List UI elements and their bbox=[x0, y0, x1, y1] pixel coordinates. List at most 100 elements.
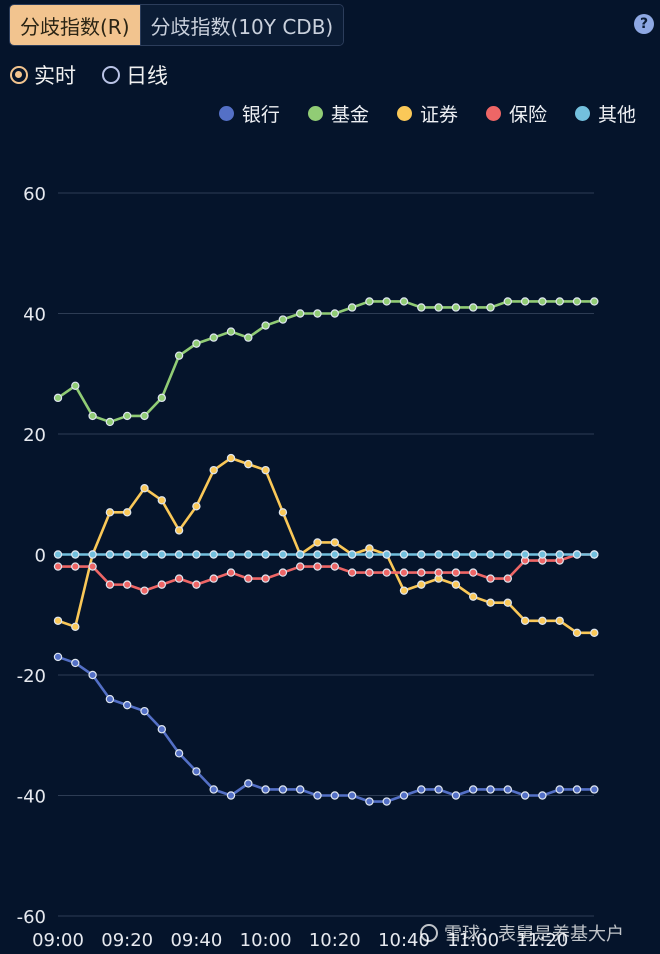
data-point[interactable] bbox=[434, 303, 443, 312]
data-point[interactable] bbox=[278, 315, 288, 324]
data-point[interactable] bbox=[417, 568, 426, 577]
tab-divergence-10y-cdb[interactable]: 分歧指数(10Y CDB) bbox=[139, 5, 344, 45]
data-point[interactable] bbox=[313, 562, 322, 571]
data-point[interactable] bbox=[192, 550, 201, 559]
data-point[interactable] bbox=[451, 791, 461, 800]
data-point[interactable] bbox=[572, 628, 582, 638]
data-point[interactable] bbox=[174, 526, 184, 535]
data-point[interactable] bbox=[590, 785, 599, 794]
data-point[interactable] bbox=[520, 791, 530, 800]
data-point[interactable] bbox=[226, 453, 236, 463]
data-point[interactable] bbox=[296, 309, 305, 318]
data-point[interactable] bbox=[71, 381, 80, 390]
data-point[interactable] bbox=[88, 670, 97, 680]
data-point[interactable] bbox=[209, 550, 218, 559]
data-point[interactable] bbox=[226, 327, 236, 336]
data-point[interactable] bbox=[88, 562, 97, 571]
data-point[interactable] bbox=[590, 550, 599, 559]
data-point[interactable] bbox=[330, 562, 339, 571]
data-point[interactable] bbox=[105, 580, 115, 589]
data-point[interactable] bbox=[503, 785, 512, 794]
data-point[interactable] bbox=[572, 550, 582, 559]
legend-item-bank[interactable]: 银行 bbox=[218, 100, 280, 127]
data-point[interactable] bbox=[53, 393, 63, 403]
data-point[interactable] bbox=[122, 580, 132, 589]
data-point[interactable] bbox=[174, 749, 184, 758]
data-point[interactable] bbox=[382, 297, 391, 306]
data-point[interactable] bbox=[555, 785, 564, 794]
data-point[interactable] bbox=[555, 616, 564, 625]
data-point[interactable] bbox=[382, 797, 391, 806]
data-point[interactable] bbox=[278, 568, 288, 577]
data-point[interactable] bbox=[347, 568, 357, 577]
data-point[interactable] bbox=[469, 550, 478, 559]
data-point[interactable] bbox=[503, 598, 512, 607]
data-point[interactable] bbox=[122, 411, 132, 421]
data-point[interactable] bbox=[313, 538, 322, 547]
data-point[interactable] bbox=[105, 694, 115, 704]
data-point[interactable] bbox=[538, 616, 547, 625]
mode-daily[interactable]: 日线 bbox=[102, 60, 168, 90]
data-point[interactable] bbox=[192, 580, 201, 589]
data-point[interactable] bbox=[296, 562, 305, 571]
data-point[interactable] bbox=[192, 502, 201, 511]
data-point[interactable] bbox=[226, 791, 236, 800]
data-point[interactable] bbox=[244, 550, 253, 559]
data-point[interactable] bbox=[261, 785, 270, 794]
legend-item-other[interactable]: 其他 bbox=[574, 100, 636, 127]
data-point[interactable] bbox=[261, 465, 270, 475]
data-point[interactable] bbox=[192, 339, 201, 348]
legend-item-insurance[interactable]: 保险 bbox=[485, 100, 547, 127]
data-point[interactable] bbox=[451, 550, 461, 559]
data-point[interactable] bbox=[88, 550, 97, 559]
data-point[interactable] bbox=[53, 550, 63, 559]
data-point[interactable] bbox=[313, 550, 322, 559]
data-point[interactable] bbox=[209, 465, 218, 475]
data-point[interactable] bbox=[261, 574, 270, 583]
data-point[interactable] bbox=[226, 550, 236, 559]
data-point[interactable] bbox=[572, 297, 582, 306]
data-point[interactable] bbox=[192, 767, 201, 776]
data-point[interactable] bbox=[434, 568, 443, 577]
data-point[interactable] bbox=[555, 550, 564, 559]
data-point[interactable] bbox=[157, 496, 166, 505]
data-point[interactable] bbox=[503, 297, 512, 306]
data-point[interactable] bbox=[417, 580, 426, 589]
data-point[interactable] bbox=[347, 303, 357, 312]
data-point[interactable] bbox=[157, 550, 166, 559]
data-point[interactable] bbox=[140, 586, 149, 595]
data-point[interactable] bbox=[313, 791, 322, 800]
data-point[interactable] bbox=[122, 508, 132, 517]
data-point[interactable] bbox=[486, 598, 495, 607]
data-point[interactable] bbox=[122, 700, 132, 710]
data-point[interactable] bbox=[399, 791, 409, 800]
data-point[interactable] bbox=[365, 297, 374, 306]
data-point[interactable] bbox=[486, 303, 495, 312]
data-point[interactable] bbox=[520, 616, 530, 625]
data-point[interactable] bbox=[434, 785, 443, 794]
data-point[interactable] bbox=[365, 797, 374, 806]
data-point[interactable] bbox=[261, 321, 270, 330]
data-point[interactable] bbox=[538, 550, 547, 559]
data-point[interactable] bbox=[451, 303, 461, 312]
data-point[interactable] bbox=[140, 706, 149, 716]
data-point[interactable] bbox=[451, 580, 461, 589]
data-point[interactable] bbox=[53, 616, 63, 625]
data-point[interactable] bbox=[330, 550, 339, 559]
data-point[interactable] bbox=[520, 297, 530, 306]
data-point[interactable] bbox=[330, 538, 339, 547]
data-point[interactable] bbox=[244, 574, 253, 583]
data-point[interactable] bbox=[469, 785, 478, 794]
data-point[interactable] bbox=[399, 550, 409, 559]
data-point[interactable] bbox=[53, 652, 63, 662]
mode-realtime[interactable]: 实时 bbox=[10, 60, 76, 90]
data-point[interactable] bbox=[555, 297, 564, 306]
data-point[interactable] bbox=[417, 550, 426, 559]
data-point[interactable] bbox=[174, 574, 184, 583]
data-point[interactable] bbox=[157, 393, 166, 403]
legend-item-fund[interactable]: 基金 bbox=[307, 100, 369, 127]
data-point[interactable] bbox=[105, 417, 115, 427]
help-icon[interactable]: ? bbox=[634, 14, 654, 34]
data-point[interactable] bbox=[399, 586, 409, 595]
data-point[interactable] bbox=[296, 550, 305, 559]
